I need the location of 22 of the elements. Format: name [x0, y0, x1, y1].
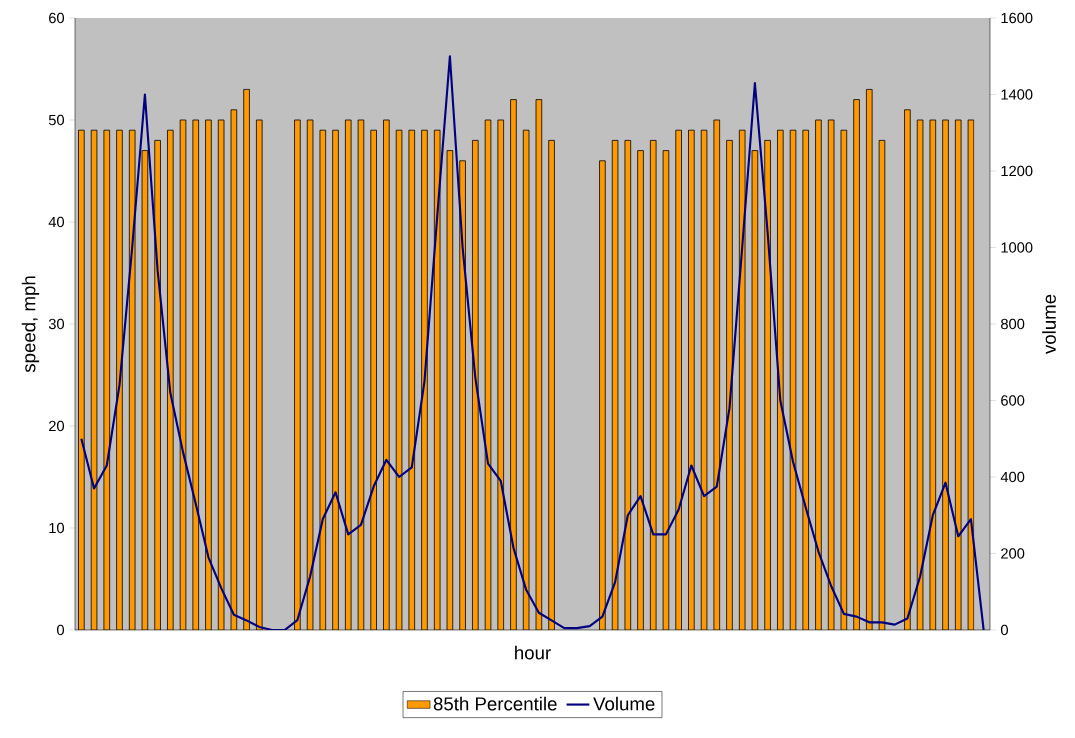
y2-tick-label: 1000: [1001, 242, 1033, 253]
y2-tick-label: 1400: [1001, 89, 1033, 100]
y2-tick-label: 200: [1001, 548, 1025, 559]
y-tick-label: 60: [49, 12, 65, 24]
y2-tick-label: 1200: [1001, 165, 1033, 177]
y2-tick-label: 800: [1001, 318, 1025, 330]
line-series: [80, 55, 985, 630]
legend-label: Volume: [593, 696, 655, 711]
y-tick-label: 0: [57, 624, 65, 636]
y-tick-label: 50: [48, 114, 65, 126]
y-tick-label: 20: [49, 420, 65, 432]
y2-tick-label: 0: [1000, 624, 1008, 636]
y2-axis-title: volume: [1042, 294, 1056, 355]
y-axis-title: speed, mph: [21, 276, 40, 373]
y-tick-label: 40: [48, 216, 65, 228]
y2-tick-label: 1600: [1001, 12, 1033, 24]
legend-label: 85th Percentile: [433, 696, 557, 711]
y-tick-label: 30: [48, 318, 65, 330]
x-axis-title: hour: [515, 645, 551, 660]
y2-tick-label: 600: [1001, 395, 1025, 406]
y-tick-label: 10: [49, 522, 65, 534]
y2-tick-label: 400: [1000, 471, 1025, 483]
